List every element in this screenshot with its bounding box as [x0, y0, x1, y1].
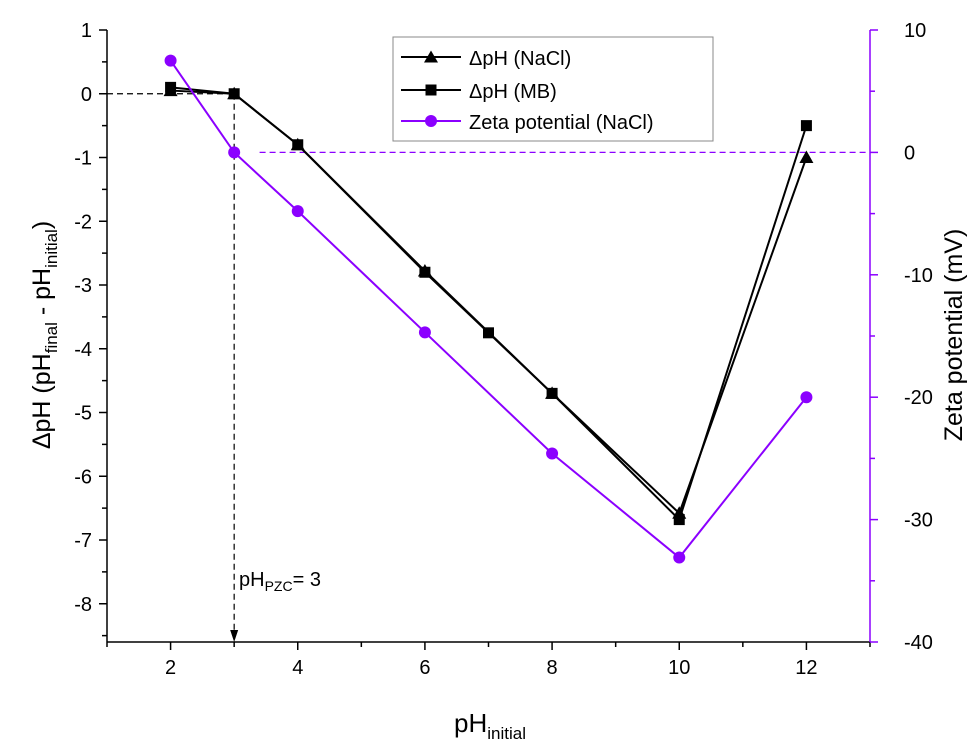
y-left-tick-label: -6 — [74, 466, 92, 488]
series-line-1 — [170, 86, 808, 522]
legend-circle-icon — [425, 115, 437, 127]
y-right-tick-label: -20 — [904, 387, 933, 409]
data-point-triangle — [799, 150, 814, 163]
data-point-circle — [800, 391, 813, 404]
y-left-tick-label: -2 — [74, 211, 92, 233]
pzc-arrow-icon — [230, 630, 239, 642]
series-layer — [163, 54, 814, 564]
y-left-label-sub2: initial — [42, 229, 61, 268]
y-left-tick-label: -5 — [74, 403, 92, 425]
y-right-tick-label: 0 — [904, 142, 915, 164]
y-left-tick-label: -7 — [74, 530, 92, 552]
axes: 2 4 6 8 10 1210-1-2-3-4-5-6-7-8100-10-20-30-4… — [74, 20, 933, 679]
data-point-square — [673, 514, 685, 526]
legend-label-nacl: ΔpH (NaCl) — [469, 48, 571, 70]
data-point-square — [228, 88, 240, 100]
data-point-circle — [546, 447, 559, 460]
y-left-tick-label: -4 — [74, 339, 92, 361]
pzc-annotation: pHPZC= 3 — [239, 569, 321, 594]
y-left-tick-label: 1 — [81, 20, 92, 42]
x-tick-label: 2 — [165, 657, 176, 679]
legend: ΔpH (NaCl) ΔpH (MB) Zeta potential (NaCl… — [392, 36, 714, 142]
y-right-tick-label: 10 — [904, 20, 926, 42]
y-right-tick-label: -30 — [904, 510, 933, 532]
data-point-square — [546, 387, 558, 399]
legend-triangle-icon — [424, 50, 438, 63]
y-left-tick-label: -3 — [74, 275, 92, 297]
y-left-label-mid: - pH — [28, 268, 56, 322]
data-point-square — [292, 139, 304, 151]
x-tick-label: 4 — [292, 657, 303, 679]
pzc-annotation-main: pH — [239, 569, 265, 591]
y-left-axis-label: ΔpH (pHfinal - pHinitial) — [28, 221, 61, 449]
y-right-tick-label: -40 — [904, 632, 933, 654]
x-tick-label: 12 — [795, 657, 817, 679]
x-axis-label-sub: initial — [487, 724, 526, 743]
x-tick-label: 6 — [419, 657, 430, 679]
legend-item-nacl: ΔpH (NaCl) — [401, 48, 571, 70]
reference-lines — [107, 93, 870, 642]
data-point-circle — [418, 326, 431, 339]
legend-item-mb: ΔpH (MB) — [401, 81, 557, 103]
legend-label-mb: ΔpH (MB) — [469, 81, 557, 103]
y-left-label-sub1: final — [42, 322, 61, 353]
data-point-square — [165, 81, 177, 93]
x-axis-label: pHinitial — [454, 708, 526, 743]
data-point-square — [800, 120, 812, 132]
legend-square-icon — [425, 84, 437, 96]
pzc-annotation-suffix: = 3 — [293, 569, 321, 591]
pzc-annotation-sub: PZC — [265, 578, 293, 594]
data-point-circle — [673, 551, 686, 564]
y-left-label-suffix: ) — [28, 221, 56, 229]
data-point-circle — [164, 54, 177, 67]
y-right-tick-label: -10 — [904, 265, 933, 287]
data-point-square — [419, 266, 431, 278]
legend-label-zeta: Zeta potential (NaCl) — [469, 112, 654, 134]
y-left-tick-label: 0 — [81, 84, 92, 106]
y-left-tick-label: -8 — [74, 594, 92, 616]
series-line-0 — [170, 89, 808, 516]
y-left-tick-label: -1 — [74, 148, 92, 170]
x-axis-label-main: pH — [454, 708, 487, 738]
y-right-axis-label: Zeta potential (mV) — [940, 229, 968, 442]
y-left-label-prefix: ΔpH (pH — [28, 353, 56, 449]
x-tick-label: 8 — [547, 657, 558, 679]
data-point-circle — [228, 146, 241, 159]
data-point-circle — [291, 205, 304, 218]
data-point-square — [483, 327, 494, 339]
legend-item-zeta: Zeta potential (NaCl) — [401, 112, 654, 134]
x-tick-label: 10 — [668, 657, 690, 679]
